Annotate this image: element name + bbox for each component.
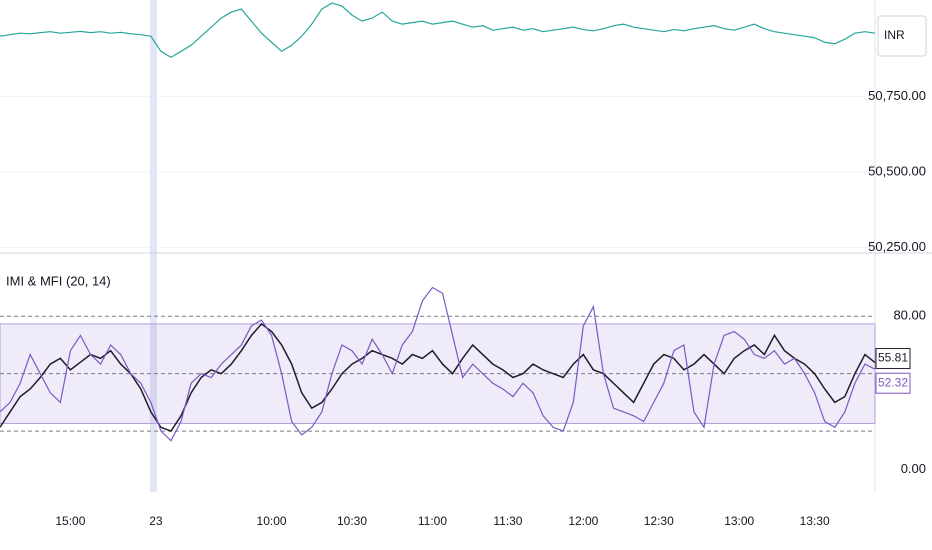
x-tick-label: 13:00 [724,514,754,528]
indicator-title: IMI & MFI (20, 14) [6,273,111,288]
x-tick-label: 15:00 [55,514,85,528]
currency-box [877,15,927,57]
series-line [0,286,876,442]
y-tick-label: 0.00 [901,461,926,476]
series-line [0,2,876,59]
series-line [0,322,876,433]
x-tick-label: 10:00 [257,514,287,528]
x-tick-label: 10:30 [337,514,367,528]
y-tick-label: 80.00 [893,308,926,323]
x-tick-label: 12:00 [568,514,598,528]
y-tick-label: 50,250.00 [868,239,926,254]
x-tick-label: 11:00 [418,514,447,528]
last-value-box [875,348,911,370]
y-tick-label: 50,750.00 [868,88,926,103]
x-tick-label: 23 [149,514,163,528]
currency-label: INR [884,28,905,42]
x-tick-label: 11:30 [493,514,522,528]
x-tick-label: 13:30 [800,514,830,528]
last-value-label: 52.32 [878,375,908,389]
last-value-box [875,372,911,394]
x-tick-label: 12:30 [644,514,674,528]
session-highlight [150,0,157,492]
y-tick-label: 50,500.00 [868,163,926,178]
last-value-label: 55.81 [878,351,908,365]
